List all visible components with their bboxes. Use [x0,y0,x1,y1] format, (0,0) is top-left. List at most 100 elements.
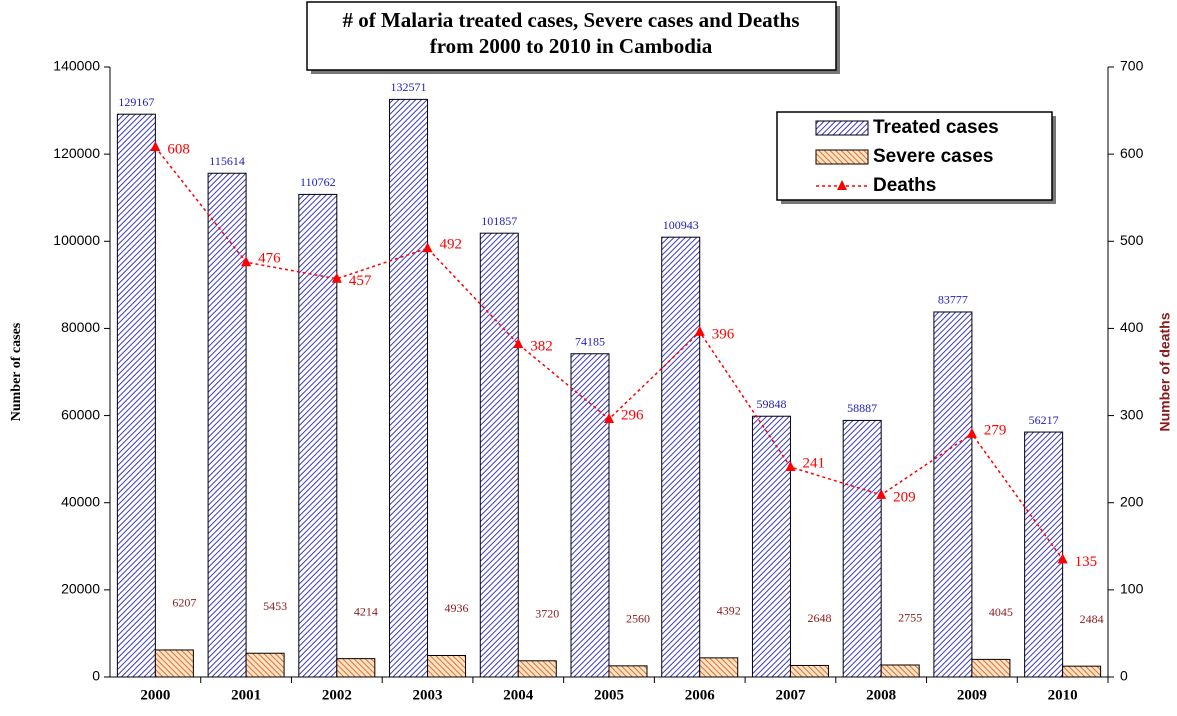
x-tick-label: 2006 [685,687,716,703]
y2-axis-label: Number of deaths [1157,312,1173,431]
bar [570,353,610,678]
marker [876,488,887,499]
data-label: 83777 [938,293,968,307]
bar [971,658,1011,678]
data-label: 492 [440,237,463,253]
data-label: 135 [1075,554,1098,570]
bar [842,419,882,678]
bar [154,649,194,678]
x-tick-label: 2001 [231,687,261,703]
x-tick-label: 2003 [413,687,443,703]
data-label: 2484 [1080,612,1104,626]
data-label: 74185 [575,335,605,349]
data-label: 2560 [626,612,650,626]
data-label: 115614 [209,154,245,168]
data-label: 396 [712,326,735,342]
data-label: 101857 [481,214,517,228]
data-label: 56217 [1029,413,1059,427]
marker [331,272,342,283]
bar [933,311,973,678]
bar [336,658,376,678]
data-label: 382 [530,339,553,355]
data-label: 457 [349,273,372,289]
bar [207,172,247,678]
y-tick-label: 120000 [53,145,100,161]
y2-tick-label: 200 [1120,493,1144,509]
legend-swatch [815,149,869,165]
data-label: 59848 [756,397,786,411]
chart-title: # of Malaria treated cases, Severe cases… [342,8,799,58]
y-tick-label: 60000 [61,406,100,422]
data-label: 4045 [989,605,1013,619]
y2-tick-label: 600 [1120,145,1144,161]
bar [245,652,285,678]
data-label: 608 [167,142,190,158]
bar [789,664,829,678]
data-label: 4214 [354,604,378,618]
bar [699,657,739,678]
marker [150,141,161,152]
data-label: 100943 [663,218,699,232]
marker [604,413,614,424]
bar [1024,431,1064,678]
bar [427,654,467,678]
marker [513,338,524,349]
marker [422,242,433,253]
y2-tick-label: 500 [1120,232,1144,248]
bar [479,232,519,678]
data-label: 5453 [263,599,287,613]
bar [880,664,920,678]
marker [785,460,796,471]
data-label: 3720 [535,607,559,621]
y-tick-label: 20000 [61,581,100,597]
bar [751,415,791,678]
bar [389,98,429,678]
x-tick-label: 2008 [866,687,896,703]
bar [298,193,338,678]
x-tick-label: 2010 [1048,687,1078,703]
legend-swatch [815,120,869,136]
y-tick-label: 40000 [61,493,100,509]
data-label: 4392 [717,604,741,618]
x-tick-label: 2007 [775,687,806,703]
y-tick-label: 100000 [53,232,100,248]
data-label: 110762 [300,175,336,189]
bar [116,113,156,678]
y2-tick-label: 700 [1120,58,1144,74]
marker [966,427,977,438]
legend-marker [837,180,847,190]
x-tick-label: 2009 [957,687,987,703]
y2-tick-label: 0 [1120,668,1128,684]
y2-tick-label: 100 [1120,581,1144,597]
data-label: 58887 [847,401,877,415]
x-tick-label: 2002 [322,687,352,703]
marker [241,256,252,267]
data-label: 279 [984,422,1007,438]
title-box [306,1,837,71]
bar [1062,665,1102,678]
data-label: 476 [258,251,281,267]
bar [517,660,557,678]
y2-tick-label: 300 [1120,406,1144,422]
data-label: 241 [802,455,825,471]
y2-tick-label: 400 [1120,319,1144,335]
data-label: 2755 [898,611,922,625]
data-label: 4936 [445,601,469,615]
x-tick-label: 2000 [140,687,170,703]
y-tick-label: 0 [92,668,100,684]
data-label: 2648 [807,611,831,625]
data-label: 129167 [118,95,154,109]
legend-label: Deaths [873,175,936,196]
data-label: 132571 [391,80,427,94]
x-tick-label: 2004 [503,687,534,703]
y-tick-label: 80000 [61,319,100,335]
data-label: 6207 [172,596,196,610]
data-label: 296 [621,407,644,423]
bar [661,236,701,678]
legend-label: Severe cases [873,146,993,167]
marker [694,325,705,336]
y-tick-label: 140000 [53,58,100,74]
bar [608,665,648,678]
marker [1057,553,1068,564]
